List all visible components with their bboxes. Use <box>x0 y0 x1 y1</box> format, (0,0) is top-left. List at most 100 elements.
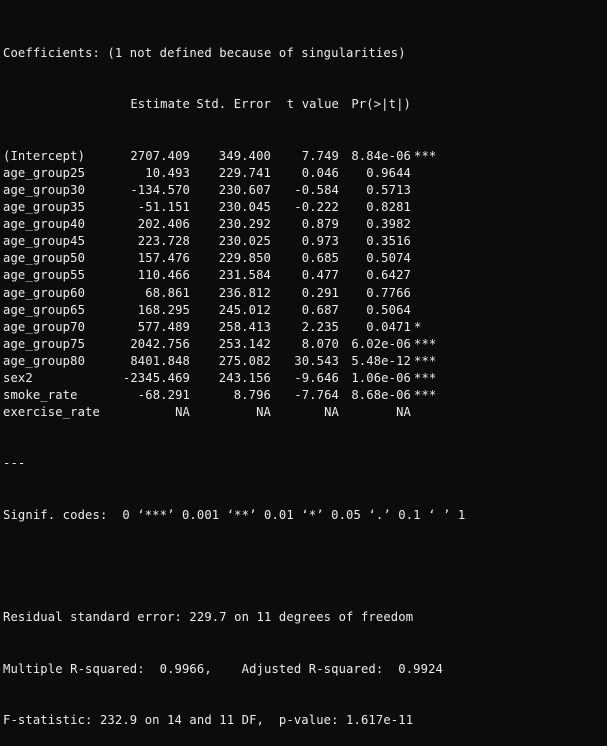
coef-name: age_group35 <box>3 200 86 215</box>
coef-row: age_group65 168.295 245.012 0.687 0.5064 <box>3 302 607 319</box>
header-std-error: Std. Error <box>196 97 271 112</box>
coef-t-value: 7.749 <box>301 148 339 163</box>
coef-p-value: 8.68e-06 <box>351 388 411 403</box>
coef-p-value: NA <box>396 405 411 420</box>
coef-row: age_group30 -134.570 230.607 -0.584 0.5713 <box>3 182 607 199</box>
coef-row: age_group50 157.476 229.850 0.685 0.5074 <box>3 250 607 267</box>
coef-name: age_group60 <box>3 285 86 300</box>
header-estimate: Estimate <box>130 97 190 112</box>
coef-std-error: 230.045 <box>218 200 271 215</box>
coef-row: age_group75 2042.756 253.142 8.070 6.02e-06 *… <box>3 336 607 353</box>
coef-name: age_group70 <box>3 319 86 334</box>
coef-t-value: 0.291 <box>301 285 339 300</box>
coef-name: age_group65 <box>3 302 86 317</box>
coef-row: exercise_rate NA NA NA NA <box>3 404 607 421</box>
coef-std-error: 275.082 <box>218 353 271 368</box>
coef-p-value: 0.7766 <box>366 285 411 300</box>
coef-estimate: 577.489 <box>137 319 190 334</box>
coef-estimate: 68.861 <box>145 285 190 300</box>
coef-row: age_group25 10.493 229.741 0.046 0.9644 <box>3 165 607 182</box>
coef-name: age_group30 <box>3 182 86 197</box>
coef-estimate: 223.728 <box>137 234 190 249</box>
coef-std-error: 230.292 <box>218 217 271 232</box>
coef-name: age_group40 <box>3 217 86 232</box>
coef-estimate: 2707.409 <box>130 148 190 163</box>
coef-p-value: 0.6427 <box>366 268 411 283</box>
coef-name: age_group25 <box>3 165 86 180</box>
coef-estimate: 10.493 <box>145 165 190 180</box>
coefficients-title: Coefficients: (1 not defined because of … <box>3 46 406 61</box>
coef-p-value: 8.84e-06 <box>351 148 411 163</box>
coef-t-value: 0.685 <box>301 251 339 266</box>
coef-std-error: 231.584 <box>218 268 271 283</box>
coef-p-value: 0.5064 <box>366 302 411 317</box>
coef-row: age_group45 223.728 230.025 0.973 0.3516 <box>3 233 607 250</box>
coef-signif: * <box>414 319 422 334</box>
coef-row: age_group55 110.466 231.584 0.477 0.6427 <box>3 267 607 284</box>
coef-signif: *** <box>414 353 437 368</box>
f-statistic-line: F-statistic: 232.9 on 14 and 11 DF, p-va… <box>3 712 414 727</box>
coef-estimate: 157.476 <box>137 251 190 266</box>
coef-t-value: -0.584 <box>294 182 339 197</box>
coef-row: age_group70 577.489 258.413 2.235 0.0471 * <box>3 319 607 336</box>
coef-name: age_group50 <box>3 251 86 266</box>
coef-name: exercise_rate <box>3 405 100 420</box>
coef-estimate: NA <box>175 405 190 420</box>
coef-std-error: 230.025 <box>218 234 271 249</box>
coef-name: age_group45 <box>3 234 86 249</box>
coef-p-value: 0.3982 <box>366 217 411 232</box>
r-squared-line: Multiple R-squared: 0.9966, Adjusted R-s… <box>3 661 451 676</box>
coef-signif: *** <box>414 148 437 163</box>
coef-t-value: 30.543 <box>294 353 339 368</box>
coef-p-value: 0.5713 <box>366 182 411 197</box>
coef-t-value: -0.222 <box>294 200 339 215</box>
coef-estimate: -134.570 <box>130 182 190 197</box>
coef-p-value: 0.9644 <box>366 165 411 180</box>
coef-std-error: 230.607 <box>218 182 271 197</box>
coef-t-value: 0.046 <box>301 165 339 180</box>
coef-std-error: 236.812 <box>218 285 271 300</box>
coef-p-value: 0.5074 <box>366 251 411 266</box>
coef-t-value: -9.646 <box>294 370 339 385</box>
coefficients-table: (Intercept) 2707.409 349.400 7.749 8.84e-06 *… <box>3 148 607 422</box>
residual-se-line: Residual standard error: 229.7 on 11 deg… <box>3 610 414 625</box>
signif-codes-line: Signif. codes: 0 ‘***’ 0.001 ‘**’ 0.01 ‘… <box>3 507 466 522</box>
coef-t-value: 2.235 <box>301 319 339 334</box>
coef-std-error: 258.413 <box>218 319 271 334</box>
coef-estimate: 2042.756 <box>130 336 190 351</box>
coef-row: smoke_rate -68.291 8.796 -7.764 8.68e-06 *** <box>3 387 607 404</box>
coef-t-value: -7.764 <box>294 388 339 403</box>
coef-std-error: 229.741 <box>218 165 271 180</box>
coef-name: smoke_rate <box>3 388 78 403</box>
coef-p-value: 6.02e-06 <box>351 336 411 351</box>
coef-signif: *** <box>414 388 437 403</box>
coef-t-value: 0.879 <box>301 217 339 232</box>
coef-name: age_group80 <box>3 353 86 368</box>
header-t-value: t value <box>286 97 339 112</box>
coef-std-error: 349.400 <box>218 148 271 163</box>
coef-t-value: 0.973 <box>301 234 339 249</box>
coef-estimate: 168.295 <box>137 302 190 317</box>
blank-line <box>3 558 607 575</box>
coef-name: sex2 <box>3 370 33 385</box>
coef-t-value: 0.687 <box>301 302 339 317</box>
coef-row: age_group60 68.861 236.812 0.291 0.7766 <box>3 285 607 302</box>
r-console-output: Coefficients: (1 not defined because of … <box>3 46 607 727</box>
coef-p-value: 0.3516 <box>366 234 411 249</box>
header-p-value: Pr(>|t|) <box>351 97 411 112</box>
coef-t-value: NA <box>324 405 339 420</box>
coef-p-value: 0.0471 <box>366 319 411 334</box>
coef-row: sex2 -2345.469 243.156 -9.646 1.06e-06 *** <box>3 370 607 387</box>
coef-signif: *** <box>414 336 437 351</box>
coef-estimate: -68.291 <box>137 388 190 403</box>
coef-estimate: -51.151 <box>137 200 190 215</box>
coef-t-value: 8.070 <box>301 336 339 351</box>
coef-estimate: 8401.848 <box>130 353 190 368</box>
coefficients-header: Estimate Std. Error t value Pr(>|t|) <box>3 96 607 113</box>
coef-row: age_group80 8401.848 275.082 30.543 5.48e-12… <box>3 353 607 370</box>
coef-name: (Intercept) <box>3 148 86 163</box>
coef-t-value: 0.477 <box>301 268 339 283</box>
coef-std-error: 8.796 <box>233 388 271 403</box>
coef-row: (Intercept) 2707.409 349.400 7.749 8.84e-06 *… <box>3 148 607 165</box>
coef-std-error: 229.850 <box>218 251 271 266</box>
